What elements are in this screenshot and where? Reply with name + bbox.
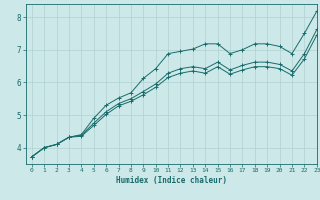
X-axis label: Humidex (Indice chaleur): Humidex (Indice chaleur) [116,176,227,185]
